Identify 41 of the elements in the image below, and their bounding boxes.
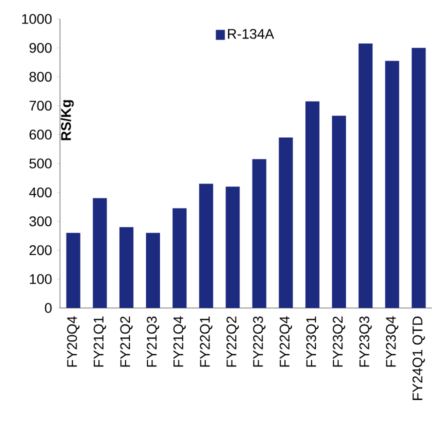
x-tick-label: FY23Q4 (386, 316, 398, 367)
bar (66, 232, 80, 308)
x-tick-label: FY22Q2 (226, 316, 239, 367)
y-tick-label: 900 (30, 42, 52, 53)
y-tick-label: 300 (29, 216, 52, 226)
x-tick-label: FY21Q1 (94, 316, 106, 367)
x-tick-label: FY22Q3 (253, 316, 266, 367)
bar (252, 159, 266, 308)
bar (412, 48, 426, 308)
bar (332, 116, 346, 308)
bar (146, 232, 160, 308)
x-tick-label: FY21Q3 (146, 316, 160, 367)
x-tick-label: FY23Q3 (359, 316, 372, 367)
bar (226, 186, 240, 308)
x-tick-label: FY21Q2 (120, 316, 133, 367)
legend-label: R-134A (228, 28, 274, 39)
bar (172, 208, 187, 308)
x-tick-label: FY23Q1 (306, 316, 319, 367)
y-tick-label: 800 (29, 72, 52, 82)
y-tick-label: 700 (30, 100, 52, 111)
y-tick-label: 500 (29, 158, 52, 168)
bar (358, 44, 373, 308)
bar (305, 101, 320, 308)
bar (278, 137, 293, 308)
x-tick-label: FY22Q4 (280, 316, 292, 367)
y-tick-label: 100 (30, 274, 52, 284)
y-tick-label: 1000 (22, 14, 52, 24)
bar (119, 227, 134, 308)
y-tick-label: 0 (44, 303, 52, 313)
x-tick-label: FY24Q1 QTD (412, 316, 425, 400)
y-tick-label: 600 (30, 130, 52, 140)
x-tick-label: FY22Q1 (200, 316, 212, 367)
bar (92, 198, 107, 308)
x-tick-label: FY21Q4 (173, 316, 186, 367)
bar (385, 60, 400, 308)
y-tick-label: 200 (30, 245, 52, 256)
y-tick-label: 400 (29, 187, 52, 198)
y-axis-title: RS/Kg (60, 100, 74, 140)
x-tick-label: FY20Q4 (67, 316, 80, 367)
bar (199, 184, 214, 308)
x-tick-label: FY23Q2 (332, 316, 346, 367)
